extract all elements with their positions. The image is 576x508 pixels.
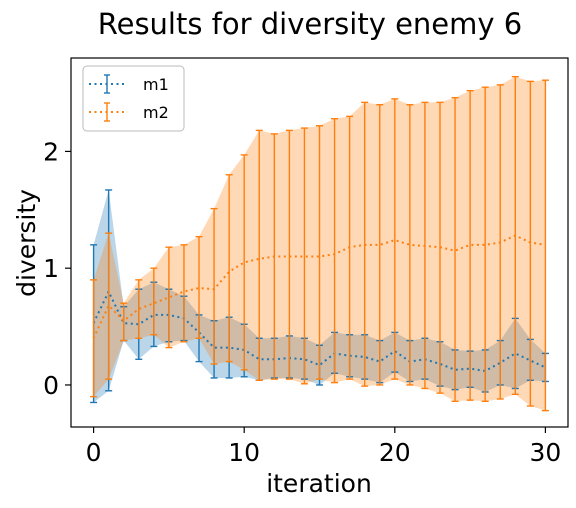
errorbar-m2 — [285, 129, 293, 380]
errorbar-m2 — [180, 244, 188, 343]
errorbar-m2 — [481, 86, 489, 403]
errorbar-m2 — [225, 174, 233, 363]
errorbar-m2 — [105, 232, 113, 380]
errorbar-m2 — [466, 89, 474, 401]
y-axis: 0 1 2 — [43, 137, 71, 400]
legend-label-m1: m1 — [143, 75, 169, 94]
y-tick-label: 2 — [43, 137, 59, 166]
y-tick-label: 1 — [43, 254, 59, 283]
errorbar-m2 — [331, 118, 339, 384]
x-tick-label: 10 — [228, 438, 260, 467]
legend-label-m2: m2 — [143, 103, 169, 122]
errorbar-m2 — [451, 97, 459, 403]
errorbar-m2 — [120, 302, 128, 342]
x-axis-label: iteration — [266, 469, 372, 498]
errorbar-m2 — [300, 127, 308, 385]
x-tick-label: 0 — [86, 438, 102, 467]
errorbar-m2 — [240, 154, 248, 371]
series-layer — [90, 75, 549, 412]
y-tick-label: 0 — [43, 371, 59, 400]
series-m2 — [90, 75, 549, 412]
y-axis-label: diversity — [12, 189, 41, 297]
errorbar-m2 — [255, 129, 263, 381]
legend-item-m1: m1 — [89, 74, 169, 94]
errorbar-m2 — [135, 279, 143, 339]
legend-item-m2: m2 — [89, 102, 169, 122]
plot-frame — [70, 57, 569, 428]
x-tick-label: 30 — [530, 438, 562, 467]
errorbar-m2 — [316, 125, 323, 380]
errorbar-m2 — [165, 246, 173, 349]
errorbar-m2 — [526, 80, 534, 407]
errorbar-m2 — [210, 207, 218, 365]
errorbar-m2 — [376, 104, 384, 386]
band-m1 — [93, 189, 546, 403]
errorbar-m2 — [90, 279, 98, 398]
errorbar-m2 — [406, 104, 414, 386]
x-tick-label: 20 — [379, 438, 411, 467]
errorbar-m2 — [391, 98, 399, 380]
errorbar-m2 — [150, 267, 158, 336]
errorbar-m2 — [541, 79, 549, 412]
chart-title: Results for diversity enemy 6 — [98, 7, 522, 41]
errorbar-m2 — [195, 235, 203, 339]
legend-box — [82, 65, 185, 132]
x-axis: 0 10 20 30 — [86, 427, 562, 467]
